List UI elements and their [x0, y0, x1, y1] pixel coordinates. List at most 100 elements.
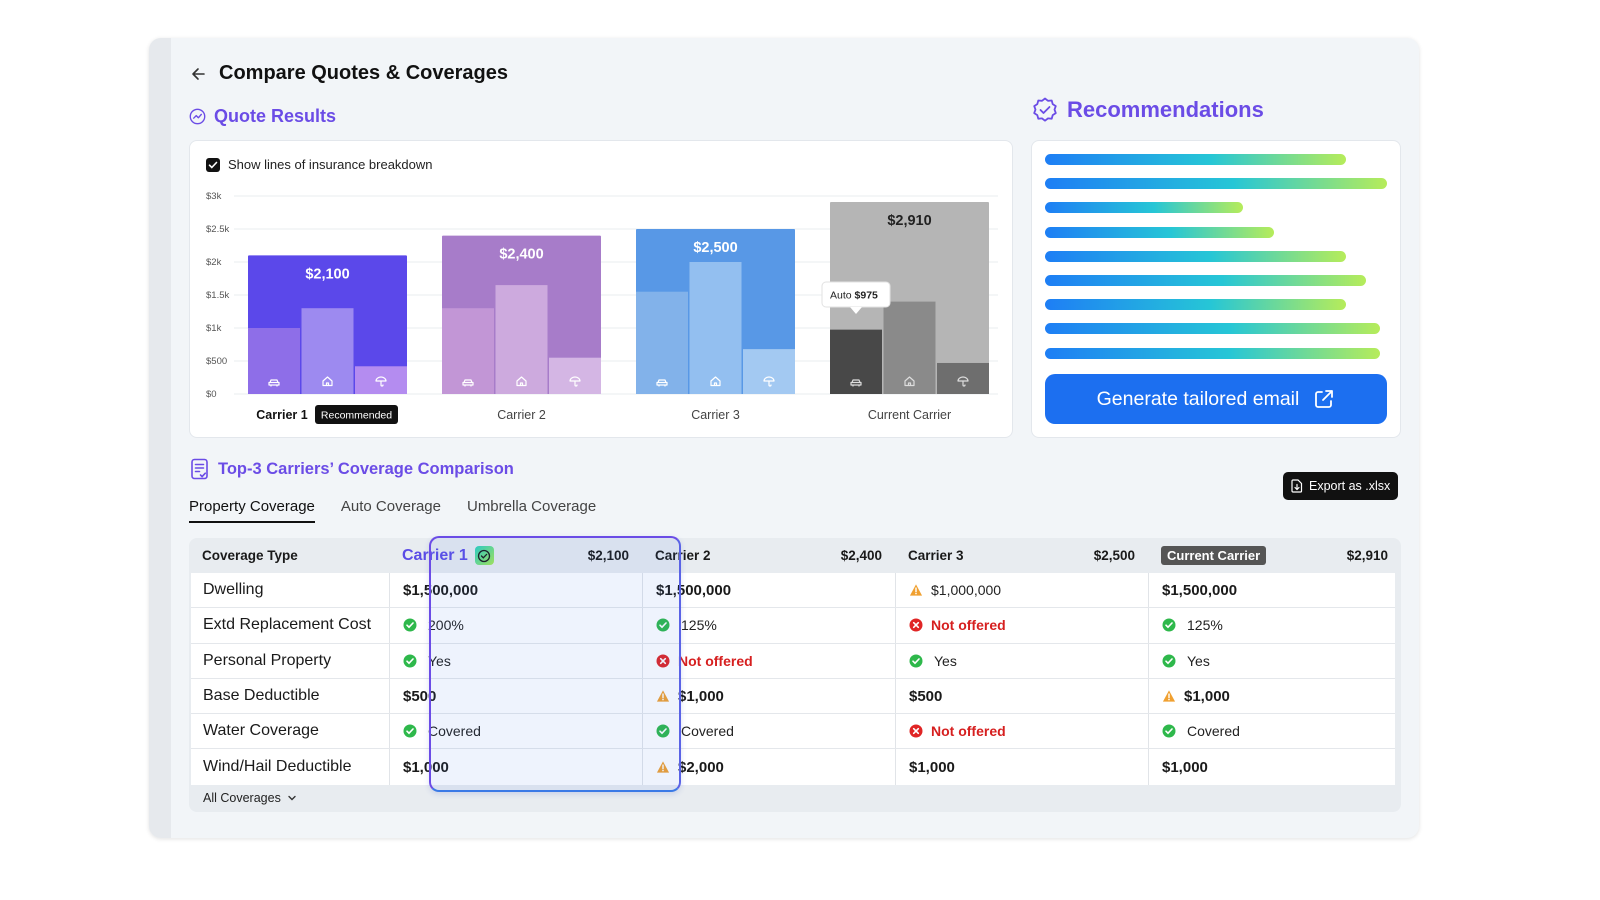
- coverage-type-cell: Base Deductible: [191, 679, 320, 713]
- home-icon: [710, 376, 721, 387]
- coverage-value: Yes: [934, 652, 957, 669]
- warning-triangle-icon: [909, 583, 923, 597]
- coverage-value: $2,000: [678, 758, 724, 776]
- check-circle-icon: [909, 654, 923, 668]
- recommendation-text-placeholder: [1045, 299, 1346, 311]
- left-rail: [149, 38, 171, 838]
- tab-property-coverage[interactable]: Property Coverage: [189, 498, 315, 523]
- y-tick-label: $2.5k: [206, 224, 229, 235]
- recommendation-text-placeholder: [1045, 202, 1244, 214]
- verified-badge-icon: [1033, 97, 1057, 122]
- umbrella-bar[interactable]: [937, 362, 989, 394]
- header-carrier-1[interactable]: Carrier 1 $2,100: [389, 538, 642, 573]
- recommendation-text-placeholder: [1045, 154, 1346, 165]
- generate-email-label: Generate tailored email: [1096, 387, 1300, 410]
- check-circle-icon: [656, 724, 670, 738]
- coverage-value-cell: $1,500,000: [391, 573, 478, 607]
- coverage-value-cell: 200%: [391, 608, 464, 642]
- umbrella-icon: [763, 376, 775, 387]
- coverage-value: $1,500,000: [1162, 581, 1238, 599]
- y-tick-label: $3k: [206, 191, 222, 202]
- table-row: Base Deductible $500 $1,000 $500 $1,000: [191, 679, 1395, 715]
- tab-auto-coverage[interactable]: Auto Coverage: [340, 498, 441, 515]
- umbrella-bar[interactable]: [549, 357, 601, 394]
- home-bar[interactable]: [301, 308, 354, 394]
- header-current-carrier[interactable]: Current Carrier $2,910: [1148, 538, 1401, 573]
- header-carrier-1-price: $2,100: [587, 548, 629, 563]
- auto-tooltip-text: Auto $975: [830, 290, 878, 302]
- coverage-type-cell: Water Coverage: [191, 714, 319, 748]
- coverage-value-cell: $1,500,000: [1150, 573, 1237, 607]
- column-divider: [642, 573, 643, 785]
- category-label: Current Carrier: [868, 408, 951, 422]
- coverage-value-cell: $1,000,000: [897, 573, 1001, 607]
- auto-bar[interactable]: [636, 291, 688, 394]
- home-icon: [904, 376, 915, 387]
- header-carrier-3[interactable]: Carrier 3 $2,500: [895, 538, 1148, 573]
- coverage-value: Yes: [1187, 652, 1210, 669]
- y-tick-label: $0: [206, 389, 217, 400]
- umbrella-icon: [957, 376, 969, 387]
- header-carrier-3-name: Carrier 3: [908, 548, 964, 563]
- coverage-value-cell: $1,500,000: [644, 573, 731, 607]
- export-xlsx-button[interactable]: Export as .xlsx: [1283, 472, 1399, 500]
- coverage-type-label: Water Coverage: [203, 722, 319, 740]
- breakdown-checkbox[interactable]: Show lines of insurance breakdown: [206, 157, 433, 172]
- category-label: Carrier 2: [497, 408, 546, 422]
- coverage-value-cell: 125%: [644, 608, 717, 642]
- header-coverage-type-label: Coverage Type: [202, 548, 298, 563]
- coverage-value: Not offered: [931, 617, 1006, 634]
- generate-email-button[interactable]: Generate tailored email: [1045, 374, 1387, 424]
- header-carrier-2[interactable]: Carrier 2 $2,400: [642, 538, 895, 573]
- coverage-value: Not offered: [678, 652, 753, 669]
- coverage-value-cell: Yes: [1150, 644, 1210, 678]
- header-current-carrier-price: $2,910: [1346, 548, 1388, 563]
- coverage-value: $1,500,000: [656, 581, 732, 599]
- home-bar[interactable]: [495, 285, 548, 394]
- coverage-value-cell: Covered: [1150, 714, 1240, 748]
- auto-bar[interactable]: [248, 328, 300, 394]
- column-divider: [389, 573, 390, 785]
- umbrella-bar[interactable]: [355, 366, 407, 394]
- umbrella-icon: [375, 376, 387, 387]
- umbrella-bar[interactable]: [743, 349, 795, 394]
- coverage-value: Covered: [1187, 723, 1240, 740]
- warning-triangle-icon: [1162, 689, 1176, 703]
- auto-bar[interactable]: [442, 308, 494, 394]
- quote-bar-chart: $0 $500 $1k $1.5k $2k $2.5k $3k $2,100 Carrier 1…: [206, 191, 998, 424]
- coverage-comparison-label: Top-3 Carriers’ Coverage Comparison: [218, 459, 514, 478]
- app-window: Compare Quotes & Coverages Quote Results…: [149, 38, 1419, 838]
- x-circle-icon: [656, 654, 670, 668]
- header-carrier-1-name: Carrier 1: [402, 546, 468, 564]
- current-carrier-badge: Current Carrier: [1161, 546, 1267, 565]
- all-coverages-dropdown[interactable]: All Coverages: [203, 791, 297, 805]
- table-body: Dwelling $1,500,000 $1,500,000 $1,000,000 $1…: [191, 573, 1395, 785]
- y-tick-label: $1k: [206, 323, 222, 334]
- coverage-value-cell: Covered: [644, 714, 734, 748]
- coverage-value: Covered: [681, 723, 734, 740]
- auto-bar[interactable]: [830, 329, 882, 394]
- file-download-icon: [1291, 479, 1303, 493]
- check-circle-icon: [403, 724, 417, 738]
- coverage-value-cell: $1,000: [1150, 750, 1208, 785]
- home-bar[interactable]: [883, 301, 936, 394]
- back-arrow-icon[interactable]: [189, 64, 209, 84]
- home-icon: [322, 376, 333, 387]
- home-bar[interactable]: [689, 262, 742, 394]
- coverage-value-cell: Yes: [391, 644, 451, 678]
- chevron-down-icon: [288, 795, 296, 801]
- quote-results-label: Quote Results: [214, 106, 337, 126]
- car-icon: [850, 379, 862, 387]
- warning-triangle-icon: [656, 689, 670, 703]
- coverage-value: 125%: [1187, 617, 1223, 634]
- coverage-value-cell: $1,000: [1150, 679, 1230, 713]
- coverage-value-cell: $500: [897, 679, 942, 713]
- coverage-value: Not offered: [931, 723, 1006, 740]
- recommended-badge: [315, 405, 398, 424]
- total-data-label: $2,910: [887, 213, 931, 229]
- coverage-type-label: Personal Property: [203, 651, 332, 669]
- coverage-type-cell: Personal Property: [191, 644, 331, 678]
- check-circle-icon: [403, 654, 417, 668]
- tab-umbrella-coverage[interactable]: Umbrella Coverage: [466, 498, 597, 515]
- checkbox-checked-icon[interactable]: [206, 157, 220, 172]
